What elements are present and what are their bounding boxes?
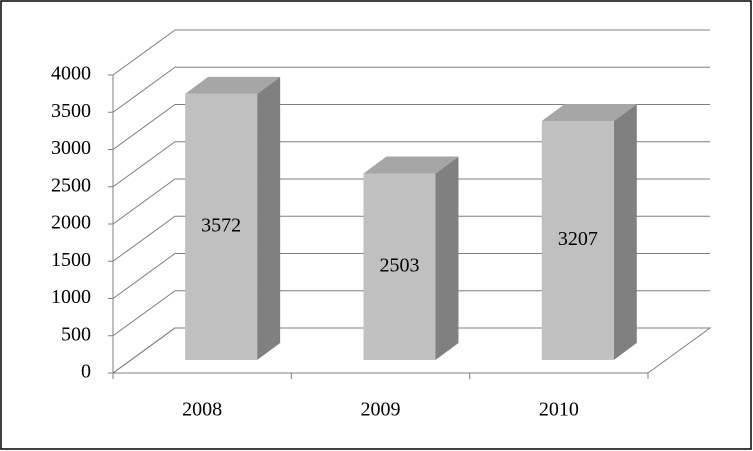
y-tick-label: 2500 — [51, 174, 91, 196]
bar-top — [541, 104, 637, 122]
y-tick-label: 2000 — [51, 212, 91, 234]
grid-line — [112, 215, 710, 262]
y-tick-label: 4000 — [51, 63, 91, 85]
bar-side — [613, 104, 637, 360]
y-tick-label: 1000 — [51, 286, 91, 308]
x-tick-label: 2008 — [182, 399, 222, 421]
grid-line — [112, 29, 710, 76]
y-tick-label: 500 — [61, 323, 91, 345]
grid-line — [112, 66, 710, 113]
bar-top — [363, 156, 459, 174]
grid-line — [112, 253, 710, 299]
grid-line — [112, 178, 710, 225]
data-label: 3207 — [558, 228, 598, 250]
y-tick-label: 0 — [81, 361, 91, 383]
x-tick-label: 2010 — [539, 399, 579, 421]
bar — [363, 173, 436, 360]
grid-line — [112, 104, 710, 150]
y-tick-label: 3000 — [51, 137, 91, 159]
bar — [185, 93, 258, 360]
bar-side — [257, 76, 281, 360]
y-tick-label: 3500 — [51, 100, 91, 122]
grid-line — [112, 141, 710, 188]
data-label: 2503 — [379, 254, 419, 276]
y-tick-label: 1500 — [51, 249, 91, 271]
grid-line — [112, 327, 710, 374]
x-tick-label: 2009 — [361, 399, 401, 421]
bar-side — [435, 156, 459, 360]
bar — [541, 121, 614, 360]
bar-top — [185, 76, 281, 94]
data-label: 3572 — [201, 214, 241, 236]
grid-line — [112, 290, 710, 337]
